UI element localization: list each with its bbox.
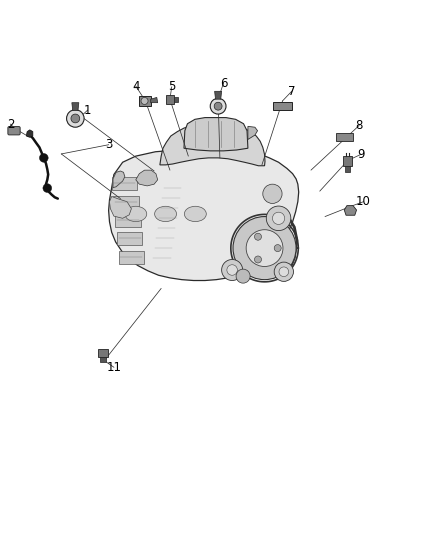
Circle shape [263,184,282,204]
Text: 3: 3 [105,138,112,151]
Circle shape [71,114,80,123]
Polygon shape [215,91,222,99]
Circle shape [274,262,293,281]
Circle shape [141,98,148,104]
Text: 2: 2 [7,118,14,131]
Polygon shape [110,197,131,219]
Polygon shape [115,214,141,227]
Polygon shape [112,177,137,190]
Polygon shape [100,357,106,362]
Text: 9: 9 [357,148,365,161]
Polygon shape [336,133,353,141]
Polygon shape [343,156,352,166]
Circle shape [222,260,243,280]
Circle shape [233,216,296,280]
Polygon shape [136,170,158,186]
Polygon shape [248,126,258,140]
Polygon shape [72,103,79,110]
Polygon shape [117,232,142,246]
Polygon shape [344,206,357,215]
Text: 4: 4 [132,79,140,93]
Text: 5: 5 [168,80,175,93]
Circle shape [67,110,84,127]
Text: 10: 10 [356,195,371,208]
Circle shape [43,184,52,192]
Circle shape [246,230,283,266]
Circle shape [236,269,250,283]
Circle shape [274,245,281,252]
Polygon shape [273,102,292,110]
Circle shape [279,267,289,277]
Polygon shape [119,251,144,264]
Ellipse shape [155,206,177,222]
Text: 7: 7 [288,85,296,98]
Polygon shape [174,98,178,102]
Text: 1: 1 [84,103,92,117]
FancyBboxPatch shape [8,126,20,135]
Polygon shape [113,196,139,209]
Polygon shape [151,98,158,103]
Polygon shape [113,171,125,188]
Polygon shape [166,95,174,103]
Circle shape [214,102,222,110]
Polygon shape [139,96,151,106]
Circle shape [227,265,237,275]
Text: 8: 8 [356,119,363,132]
Circle shape [39,154,48,162]
Circle shape [272,212,285,224]
Circle shape [254,233,261,240]
Polygon shape [109,147,299,280]
Polygon shape [26,130,33,138]
Polygon shape [345,166,350,172]
Polygon shape [98,349,108,357]
Polygon shape [184,118,248,151]
Ellipse shape [125,206,147,222]
Circle shape [210,98,226,114]
Polygon shape [160,123,265,166]
Circle shape [254,256,261,263]
Ellipse shape [184,206,206,222]
Text: 11: 11 [106,361,121,374]
Text: 6: 6 [219,77,227,90]
Circle shape [266,206,291,231]
